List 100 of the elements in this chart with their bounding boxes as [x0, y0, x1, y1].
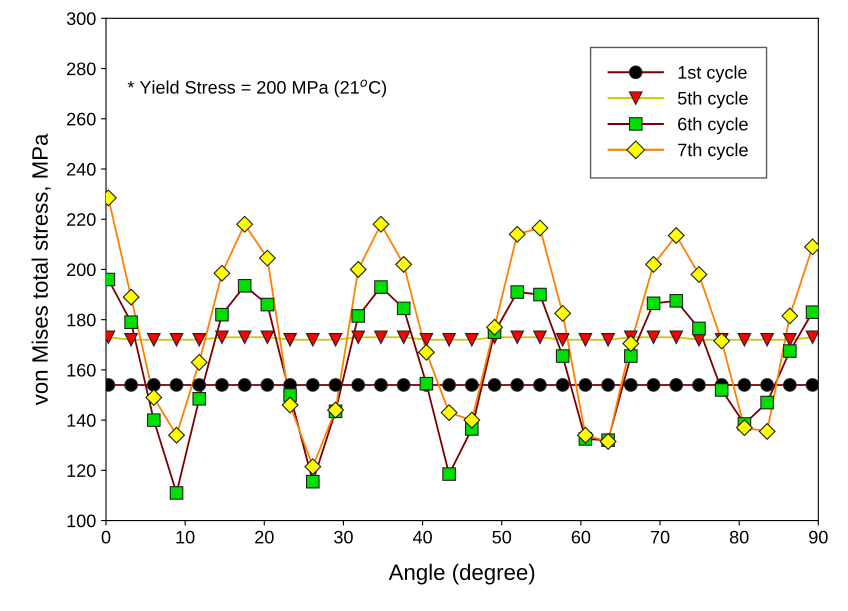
legend-label: 6th cycle	[678, 117, 748, 134]
point	[806, 305, 818, 319]
point	[783, 344, 797, 358]
point	[238, 378, 252, 392]
point	[668, 227, 685, 244]
point	[488, 378, 502, 392]
point	[374, 280, 388, 294]
point	[533, 378, 547, 392]
x-tick-label: 70	[650, 530, 670, 544]
y-tick-label: 220	[67, 213, 96, 226]
y-tick-label: 180	[68, 314, 96, 326]
point	[396, 378, 410, 392]
point	[351, 378, 366, 392]
point	[351, 309, 366, 323]
point	[258, 250, 276, 267]
point	[533, 288, 547, 302]
y-tick-label: 120	[68, 464, 96, 478]
point	[510, 378, 524, 392]
point	[556, 378, 570, 392]
point	[486, 318, 503, 336]
point	[624, 378, 638, 392]
point	[578, 332, 592, 347]
point	[760, 378, 774, 392]
point	[374, 330, 388, 344]
x-tick-label: 90	[809, 530, 828, 544]
point	[692, 378, 706, 392]
point	[396, 330, 410, 344]
point	[170, 378, 184, 392]
point	[533, 330, 547, 344]
legend-label: 5th cycle	[678, 91, 748, 108]
point	[442, 378, 456, 392]
point	[327, 402, 344, 418]
point	[510, 330, 524, 344]
point	[372, 216, 390, 233]
point	[260, 298, 274, 312]
point	[578, 378, 592, 392]
point	[168, 426, 185, 444]
point	[170, 332, 184, 347]
point	[214, 264, 230, 282]
point	[669, 330, 684, 344]
y-tick-label: 300	[66, 12, 96, 26]
point	[260, 378, 274, 392]
point	[601, 378, 615, 392]
x-tick-label: 0	[102, 530, 110, 544]
point	[374, 378, 388, 392]
point	[440, 404, 458, 421]
point	[463, 412, 480, 429]
point	[122, 288, 140, 306]
point	[554, 304, 572, 322]
point	[418, 344, 435, 361]
point	[238, 278, 252, 293]
point	[646, 296, 660, 310]
point	[306, 332, 320, 347]
y-tick-label: 100	[68, 514, 96, 528]
point	[760, 396, 774, 410]
point	[714, 383, 728, 397]
point	[738, 332, 752, 347]
point	[192, 332, 206, 347]
point	[442, 332, 456, 347]
point	[306, 378, 320, 392]
point	[236, 216, 254, 233]
point	[576, 426, 594, 444]
point	[328, 332, 342, 347]
point	[192, 378, 206, 392]
annotation: * Yield Stress = 200 MPa (21$^{o}$C)	[128, 80, 386, 98]
x-tick-label: 30	[334, 530, 353, 544]
y-tick-label: 240	[67, 162, 96, 176]
point	[646, 330, 660, 344]
point	[646, 378, 660, 392]
point	[238, 330, 252, 344]
x-tick-label: 20	[255, 530, 274, 544]
point	[690, 266, 708, 283]
point	[350, 261, 367, 278]
point	[806, 378, 818, 392]
point	[622, 335, 640, 352]
x-tick-label: 10	[176, 530, 194, 544]
point	[420, 332, 434, 347]
y-tick-label: 280	[67, 62, 96, 76]
point	[669, 294, 684, 308]
point	[669, 378, 684, 392]
point	[465, 378, 479, 392]
point	[510, 285, 524, 299]
legend-label: 7th cycle	[678, 143, 748, 160]
point	[442, 467, 456, 481]
y-tick-label: 140	[68, 414, 96, 427]
point	[532, 220, 548, 236]
point	[304, 458, 322, 475]
point	[283, 332, 297, 347]
point	[624, 349, 638, 363]
x-tick-label: 40	[412, 530, 432, 544]
point	[124, 315, 138, 329]
point	[282, 396, 299, 414]
point	[465, 332, 479, 347]
legend-label: 1st cycle	[678, 66, 747, 82]
point	[556, 332, 570, 347]
point	[758, 423, 776, 440]
point	[124, 378, 138, 392]
x-tick-label: 50	[492, 530, 512, 544]
point	[328, 378, 342, 392]
y-axis-title: von Mises total stress, MPa	[32, 134, 50, 406]
